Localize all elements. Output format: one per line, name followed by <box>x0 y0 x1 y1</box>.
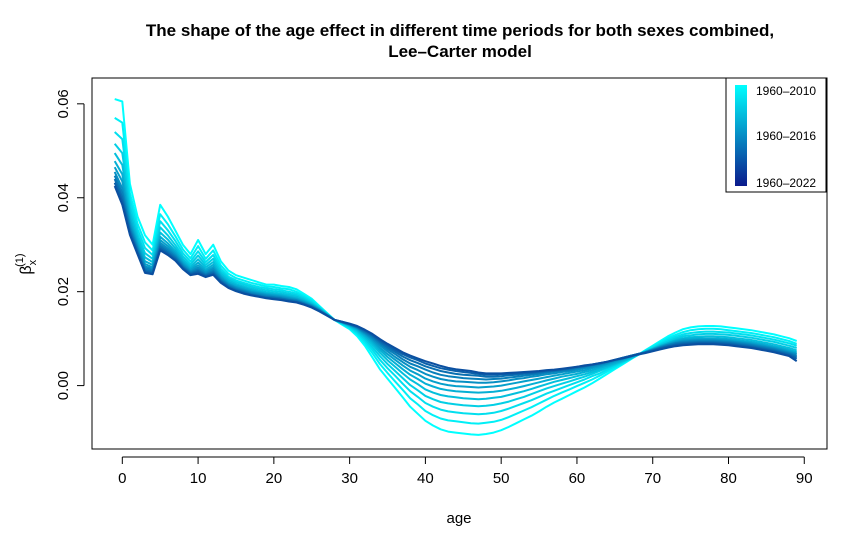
x-tick-label: 80 <box>720 470 737 487</box>
chart-title-line-1: The shape of the age effect in different… <box>146 21 774 40</box>
x-tick-label: 30 <box>341 470 358 487</box>
series-line-3 <box>114 131 798 416</box>
x-axis-label: age <box>446 510 471 527</box>
legend-label-1960-2022: 1960–2022 <box>756 176 816 190</box>
series-line-6 <box>113 160 798 394</box>
series-line-12 <box>113 185 798 375</box>
x-tick-label: 60 <box>569 470 586 487</box>
y-axis: 0.00 0.02 0.04 0.06 <box>55 89 85 400</box>
x-tick-label: 70 <box>644 470 661 487</box>
x-axis: 0 10 20 30 40 50 60 70 80 90 <box>118 456 813 487</box>
legend-label-1960-2016: 1960–2016 <box>756 129 816 143</box>
y-axis-label: βx(1) <box>14 253 39 274</box>
x-tick-label: 10 <box>190 470 207 487</box>
series-line-2 <box>114 117 798 425</box>
y-tick-label: 0.04 <box>55 183 72 212</box>
legend: 1960–2010 1960–2016 1960–2022 <box>725 77 827 193</box>
plot-frame <box>91 77 828 450</box>
y-axis-label-subscript: x <box>27 259 39 265</box>
y-tick-label: 0.06 <box>55 89 72 118</box>
chart-title-line-2: Lee–Carter model <box>388 42 532 61</box>
svg-text:βx(1): βx(1) <box>14 253 39 274</box>
y-axis-label-symbol: β <box>18 265 35 274</box>
y-tick-label: 0.02 <box>55 277 72 306</box>
series-lines <box>113 98 798 436</box>
legend-label-1960-2010: 1960–2010 <box>756 84 816 98</box>
y-axis-label-superscript: (1) <box>14 253 26 266</box>
x-tick-label: 0 <box>118 470 126 487</box>
series-line-1 <box>114 98 798 436</box>
x-tick-label: 20 <box>266 470 283 487</box>
x-tick-label: 90 <box>796 470 813 487</box>
x-tick-label: 50 <box>493 470 510 487</box>
x-tick-label: 40 <box>417 470 434 487</box>
y-tick-label: 0.00 <box>55 371 72 400</box>
legend-color-bar <box>735 85 747 186</box>
series-line-4 <box>113 143 797 408</box>
